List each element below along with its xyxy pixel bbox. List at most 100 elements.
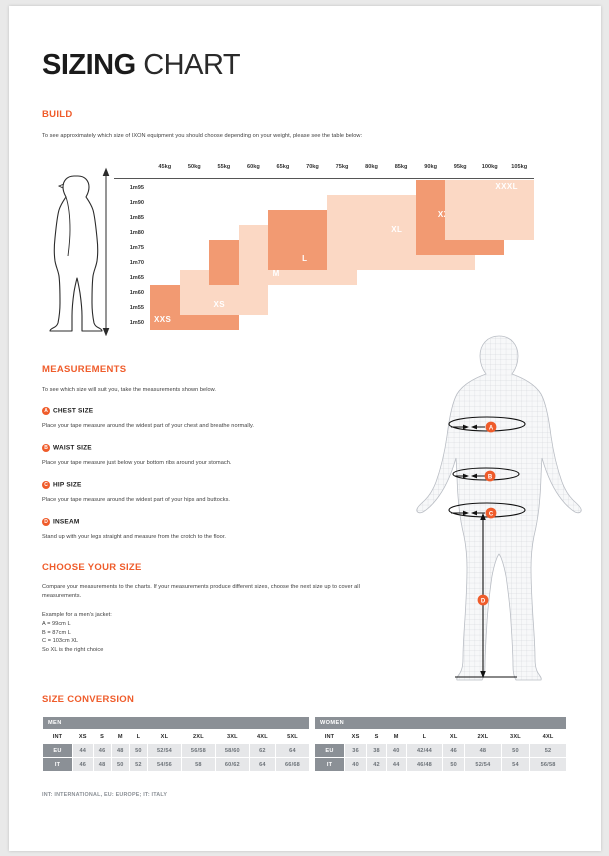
table-cell: 62	[248, 743, 276, 758]
example-line: B = 87cm L	[42, 629, 71, 636]
table-cell: 54/56	[146, 757, 182, 772]
title-light: CHART	[143, 49, 241, 81]
page-title: SIZING CHART	[42, 49, 241, 82]
row-label: INT	[42, 729, 73, 744]
conversion-heading: SIZE CONVERSION	[42, 694, 135, 705]
body-silhouette-icon	[49, 167, 110, 336]
measurement-badge: D	[42, 517, 50, 526]
table-cell: 40	[385, 743, 407, 758]
measurement-description: Place your tape measure around the wides…	[42, 496, 231, 503]
build-intro: To see approximately which size of IXON …	[42, 133, 363, 139]
measurements-heading: MEASUREMENTS	[42, 364, 127, 375]
height-label: 1m70	[129, 259, 144, 266]
table-cell: 46	[442, 743, 465, 758]
table-cell: 40	[343, 757, 368, 772]
build-heading: BUILD	[42, 109, 73, 120]
height-label: 1m60	[129, 289, 144, 296]
weight-label: 70kg	[306, 164, 319, 170]
weight-label: 90kg	[424, 164, 437, 170]
row-label: EU	[314, 743, 345, 758]
table-cell: 54	[500, 757, 531, 772]
choose-paragraph: Compare your measurements to the charts.…	[42, 584, 360, 599]
example-line: A = 99cm L	[42, 621, 71, 627]
svg-text:C: C	[489, 511, 494, 517]
table-cell: 58/60	[214, 743, 250, 758]
row-label: INT	[314, 729, 345, 744]
measurement-title: INSEAM	[53, 518, 80, 526]
men-size-table: MEN INT XS S M L XL 2XL 3XL 4XL 5XL EU 44 46 48 50 52/54…	[42, 716, 311, 772]
build-grid: 45kg 50kg 55kg 60kg 65kg 70kg 75kg 80kg 85kg 90kg…	[114, 161, 534, 336]
size-header: 5XL	[274, 729, 311, 744]
size-block-label: M	[272, 269, 280, 278]
table-cell: 46	[92, 743, 112, 758]
size-header: L	[128, 729, 148, 744]
measurement-description: Place your tape measure just below your …	[42, 459, 232, 466]
inseam-measure-line: D	[455, 513, 517, 678]
table-cell: 56/58	[180, 743, 216, 758]
table-gender-header: WOMEN	[314, 716, 567, 730]
measurement-badge: A	[42, 406, 50, 415]
weight-label: 80kg	[365, 164, 378, 170]
height-label: 1m85	[129, 214, 144, 221]
table-cell: 64	[274, 743, 311, 758]
weight-axis-labels: 45kg 50kg 55kg 60kg 65kg 70kg 75kg 80kg 85kg 90kg…	[114, 164, 534, 178]
svg-text:D: D	[481, 598, 486, 604]
measurement-item: D INSEAM Stand up with your legs straight …	[42, 513, 226, 540]
measurement-badge: B	[42, 443, 50, 452]
example-intro: Example for a men's jacket:	[42, 612, 112, 618]
size-header: S	[366, 729, 387, 744]
size-header: L	[405, 729, 444, 744]
measurement-description: Stand up with your legs straight and mea…	[42, 533, 227, 540]
weight-label: 95kg	[453, 164, 467, 170]
size-header: 2XL	[463, 729, 502, 744]
title-bold: SIZING	[42, 49, 136, 81]
header-rule	[114, 178, 534, 179]
row-label: EU	[42, 743, 73, 758]
height-label: 1m55	[129, 304, 144, 311]
height-label: 1m80	[129, 229, 144, 236]
choose-heading: CHOOSE YOUR SIZE	[42, 562, 142, 573]
height-label: 1m75	[129, 244, 144, 251]
weight-label: 100kg	[481, 164, 498, 170]
svg-text:B: B	[488, 474, 493, 480]
table-cell: 50	[128, 743, 148, 758]
table-cell: 48	[463, 743, 502, 758]
table-cell: 48	[92, 757, 112, 772]
weight-label: 65kg	[276, 164, 290, 170]
measurement-title: HIP SIZE	[53, 481, 82, 489]
height-label: 1m50	[129, 319, 144, 326]
row-label: IT	[42, 757, 73, 772]
size-header: 3XL	[500, 729, 531, 744]
height-label: 1m95	[129, 184, 144, 191]
table-cell: 66/68	[274, 757, 311, 772]
table-cell: 58	[180, 757, 216, 772]
waist-measure-line: B	[452, 467, 520, 482]
weight-label: 55kg	[217, 164, 231, 170]
example-line: C = 103cm XL	[42, 638, 79, 644]
table-cell: 42/44	[405, 743, 444, 758]
size-block-label: XXS	[154, 315, 172, 324]
size-block-plot: XXSXSSMLXLXXLXXXL	[150, 180, 534, 330]
weight-label: 85kg	[394, 164, 408, 170]
size-block-label: L	[302, 254, 308, 263]
size-block-label: XS	[213, 300, 226, 309]
measurement-item: A CHEST SIZE Place your tape measure aroun…	[42, 402, 254, 429]
weight-label: 75kg	[335, 164, 349, 170]
measurements-intro: To see which size will suit you, take th…	[42, 387, 217, 393]
table-cell: 46/48	[405, 757, 444, 772]
measurement-description: Place your tape measure around the wides…	[42, 422, 255, 429]
measurement-item: B WAIST SIZE Place your tape measure just …	[42, 439, 232, 466]
hip-measure-line: C	[448, 502, 526, 519]
row-label: IT	[314, 757, 345, 772]
height-axis-labels: 1m95 1m90 1m85 1m80 1m75 1m70 1m65 1m60 1m55 1m50	[114, 180, 148, 330]
table-cell: 64	[248, 757, 276, 772]
size-header: S	[92, 729, 112, 744]
table-cell: 52/54	[463, 757, 502, 772]
size-header: 4XL	[529, 729, 567, 744]
table-cell: 50	[442, 757, 465, 772]
table-cell: 42	[366, 757, 387, 772]
height-label: 1m65	[129, 274, 144, 281]
size-block-label: XXXL	[495, 182, 518, 191]
size-header: 3XL	[214, 729, 250, 744]
svg-text:A: A	[489, 425, 494, 431]
